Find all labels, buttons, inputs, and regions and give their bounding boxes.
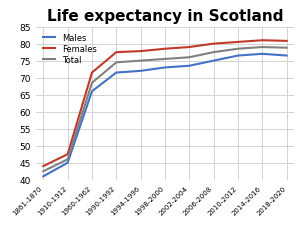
Males — [188, 65, 191, 68]
Females — [212, 43, 215, 46]
Total — [115, 62, 118, 64]
Males — [115, 72, 118, 75]
Total — [41, 170, 45, 173]
Total — [285, 47, 289, 50]
Males — [261, 53, 264, 56]
Females — [285, 40, 289, 43]
Males — [285, 55, 289, 58]
Males — [41, 175, 45, 178]
Total — [66, 158, 69, 161]
Males — [139, 70, 142, 73]
Legend: Males, Females, Total: Males, Females, Total — [40, 32, 99, 67]
Males — [212, 60, 215, 63]
Total — [139, 60, 142, 63]
Line: Total: Total — [43, 48, 287, 172]
Males — [66, 162, 69, 164]
Males — [90, 90, 94, 94]
Females — [261, 40, 264, 42]
Females — [115, 52, 118, 54]
Total — [236, 48, 240, 51]
Total — [188, 56, 191, 59]
Total — [212, 52, 215, 54]
Line: Females: Females — [43, 41, 287, 166]
Males — [163, 67, 167, 70]
Line: Males: Males — [43, 54, 287, 176]
Males — [236, 55, 240, 58]
Females — [90, 72, 94, 75]
Females — [139, 50, 142, 53]
Females — [163, 48, 167, 51]
Females — [66, 153, 69, 156]
Females — [188, 46, 191, 49]
Total — [90, 82, 94, 85]
Total — [163, 58, 167, 61]
Total — [261, 46, 264, 49]
Females — [41, 165, 45, 168]
Title: Life expectancy in Scotland: Life expectancy in Scotland — [47, 9, 283, 24]
Females — [236, 41, 240, 44]
